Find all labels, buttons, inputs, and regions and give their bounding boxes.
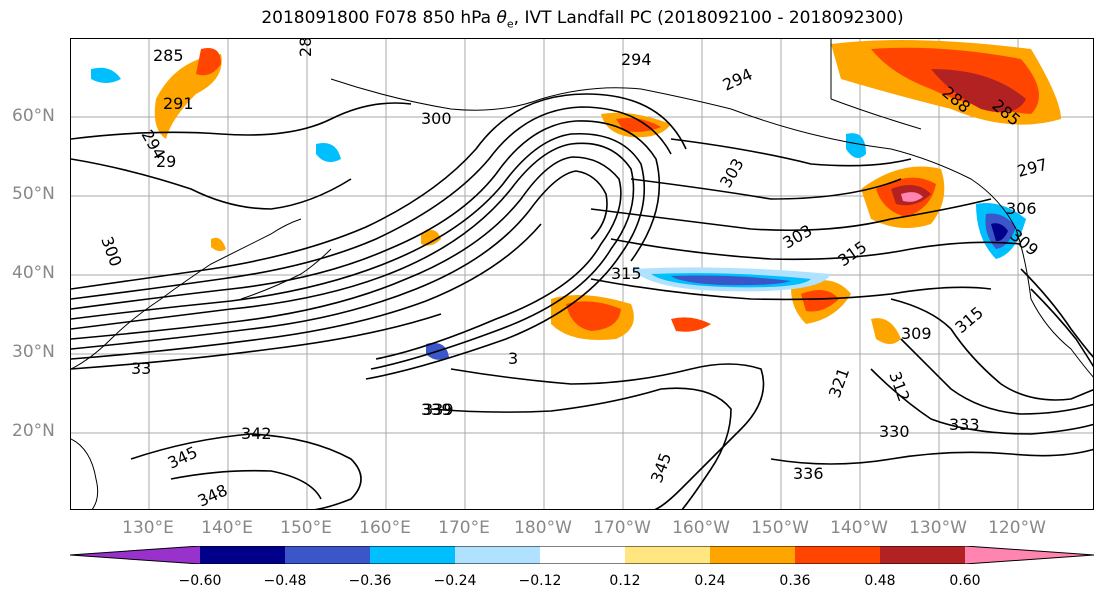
lon-label-170w: 170°W	[593, 518, 651, 538]
lat-label-60n: 60°N	[12, 106, 55, 126]
lat-label-30n: 30°N	[12, 342, 55, 362]
colorbar-tick: −0.48	[263, 573, 307, 589]
figure-title: 2018091800 F078 850 hPa θe, IVT Landfall…	[261, 8, 904, 31]
colorbar-tick: 0.12	[609, 573, 641, 589]
lon-label-120w: 120°W	[988, 518, 1046, 538]
anomaly-fill	[91, 40, 1061, 360]
contour-label: 300	[421, 109, 452, 128]
contour-label: 345	[647, 450, 675, 485]
map-panel: 285 291 294 29 300 300 306 309 312 315 3…	[70, 38, 1094, 510]
map-canvas: 285 291 294 29 300 300 306 309 312 315 3…	[71, 39, 1093, 510]
lon-label-150e: 150°E	[280, 518, 332, 538]
lat-label-20n: 20°N	[12, 421, 55, 441]
lon-label-160e: 160°E	[359, 518, 411, 538]
contour-label: 321	[825, 365, 853, 400]
colorbar-segment	[710, 546, 795, 564]
contour-label: 309	[901, 324, 932, 343]
contour-label: 339	[423, 400, 454, 419]
contour-label: 3	[508, 349, 518, 368]
contour-label: 294	[720, 64, 756, 94]
colorbar-tick: 0.48	[864, 573, 896, 589]
lon-label-150w: 150°W	[751, 518, 809, 538]
colorbar-extend-low	[70, 546, 200, 564]
contour-label: 291	[163, 94, 194, 113]
contour-label: 348	[195, 480, 231, 510]
lon-label-130w: 130°W	[909, 518, 967, 538]
contour-label: 333	[949, 415, 980, 434]
colorbar-segment	[455, 546, 540, 564]
colorbar-tick: −0.36	[348, 573, 392, 589]
contour-label: 336	[793, 464, 824, 483]
contour-label: 315	[611, 264, 642, 283]
contour-label: 285	[153, 46, 184, 65]
colorbar-segment	[540, 546, 625, 564]
graticule	[71, 39, 1093, 509]
colorbar-segment	[625, 546, 710, 564]
lon-label-170e: 170°E	[438, 518, 490, 538]
colorbar-tick: 0.24	[694, 573, 726, 589]
lon-label-130e: 130°E	[122, 518, 174, 538]
coastlines	[71, 39, 1093, 509]
colorbar-segment	[795, 546, 880, 564]
theta-e-contours	[71, 93, 1093, 509]
colorbar-tick: 0.36	[779, 573, 811, 589]
colorbar-tick: −0.12	[518, 573, 562, 589]
contour-label: 339	[421, 400, 452, 419]
colorbar-segment	[880, 546, 965, 564]
colorbar	[70, 546, 1094, 564]
contour-label: 29	[156, 152, 176, 171]
contour-label: 297	[1015, 155, 1049, 181]
contour-label: 312	[885, 369, 913, 404]
contour-label: 342	[241, 424, 272, 443]
lat-label-40n: 40°N	[12, 263, 55, 283]
contour-label: 28	[296, 39, 315, 57]
contour-label: 294	[621, 50, 652, 69]
colorbar-segment	[285, 546, 370, 564]
contour-label: 315	[834, 237, 870, 270]
contour-label: 315	[951, 303, 987, 337]
contour-label: 33	[131, 359, 151, 378]
contour-label: 303	[780, 221, 816, 253]
lon-label-140e: 140°E	[201, 518, 253, 538]
contour-label: 303	[716, 155, 748, 191]
contour-label: 330	[879, 422, 910, 441]
colorbar-extend-high	[965, 546, 1094, 564]
contour-label: 300	[97, 234, 125, 269]
lon-label-140w: 140°W	[830, 518, 888, 538]
lat-label-50n: 50°N	[12, 184, 55, 204]
lon-label-160w: 160°W	[672, 518, 730, 538]
colorbar-tick: −0.60	[178, 573, 222, 589]
colorbar-tick: −0.24	[433, 573, 477, 589]
colorbar-segment	[200, 546, 285, 564]
colorbar-tick: 0.60	[949, 573, 981, 589]
lon-label-180w: 180°W	[514, 518, 572, 538]
contour-label: 306	[1006, 199, 1037, 218]
colorbar-segment	[370, 546, 455, 564]
